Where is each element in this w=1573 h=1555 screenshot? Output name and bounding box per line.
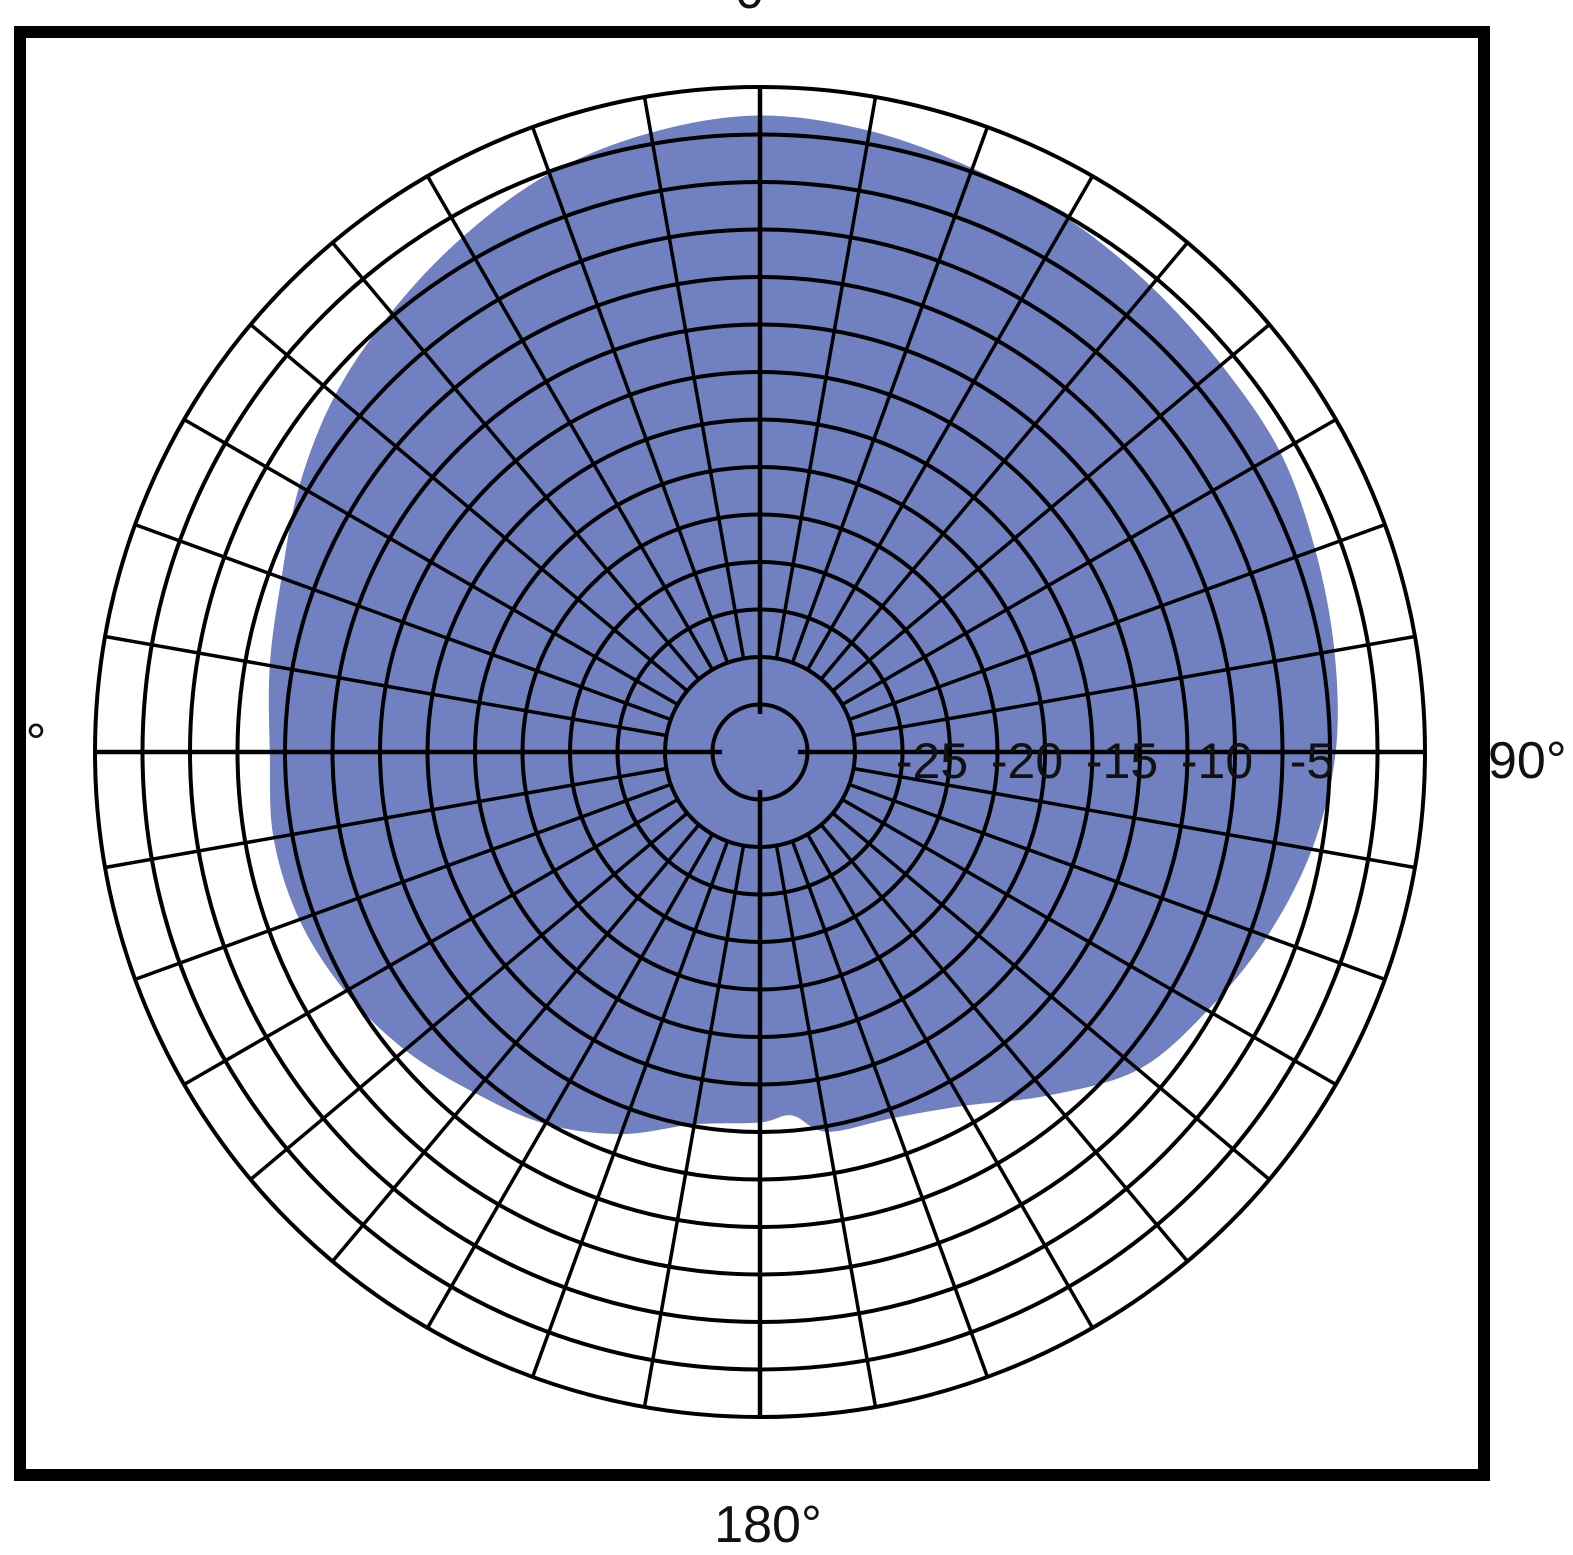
radial-tick-label: -25 <box>896 733 968 789</box>
radial-tick-label: -5 <box>1290 733 1334 789</box>
center-marker <box>722 714 798 790</box>
radial-tick-label: -20 <box>991 733 1063 789</box>
radial-tick-label: -15 <box>1086 733 1158 789</box>
angle-label-90: 90° <box>1488 732 1567 790</box>
radial-tick-label: -10 <box>1181 733 1253 789</box>
angle-label-270: ° <box>26 714 47 772</box>
angle-label-0: 0° <box>735 0 785 20</box>
angle-label-180: 180° <box>714 1496 822 1554</box>
